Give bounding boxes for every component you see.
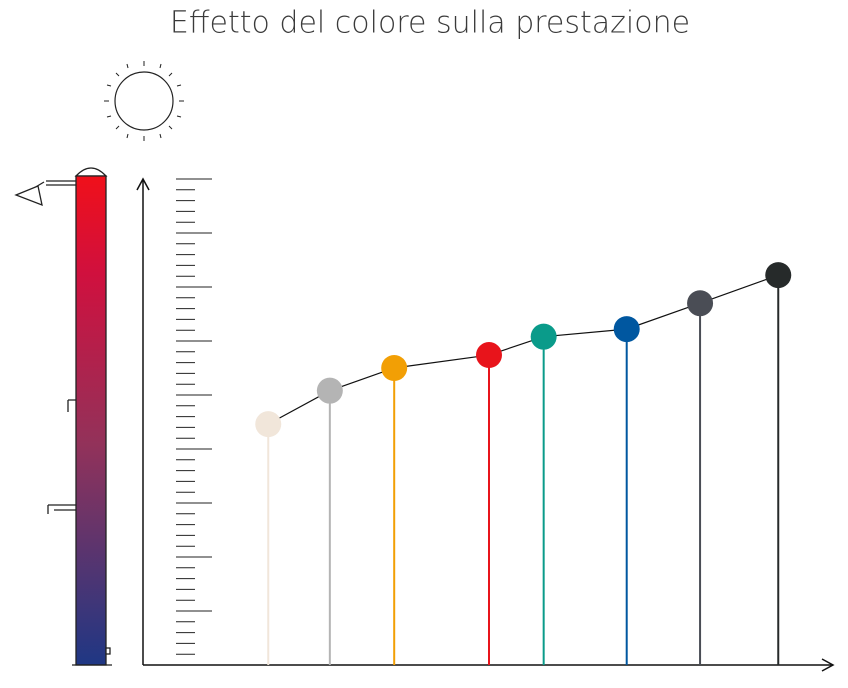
point: [613, 316, 640, 343]
point: [381, 355, 408, 381]
chart-title: Effetto del colore sulla prestazione: [170, 6, 690, 41]
point: [530, 323, 557, 350]
point: [316, 377, 343, 404]
shower-icon: [14, 167, 112, 666]
axes: [136, 177, 835, 672]
point: [255, 411, 282, 438]
sun-icon: [104, 61, 184, 141]
point: [476, 342, 502, 369]
point: [765, 262, 792, 289]
point: [687, 290, 714, 317]
